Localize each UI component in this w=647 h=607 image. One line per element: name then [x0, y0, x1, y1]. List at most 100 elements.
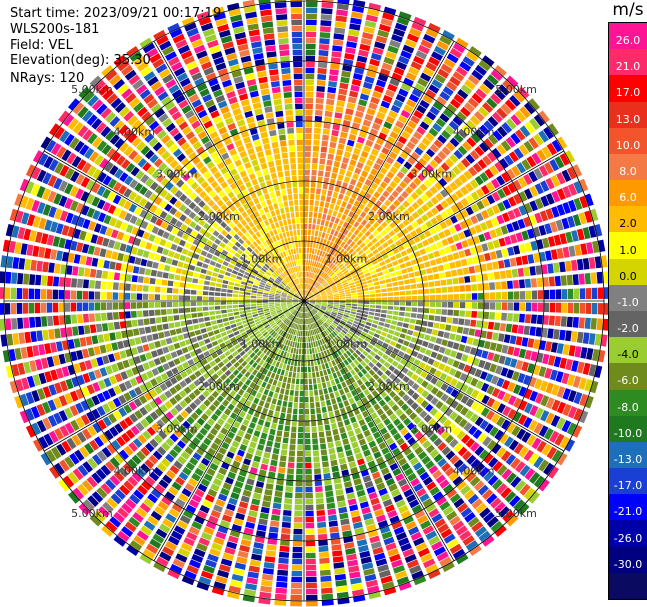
velocity-gate: [118, 394, 127, 405]
velocity-gate: [38, 436, 49, 449]
velocity-gate: [533, 475, 545, 488]
velocity-gate: [350, 362, 356, 369]
velocity-gate: [455, 352, 463, 360]
velocity-gate: [154, 386, 163, 395]
velocity-gate: [456, 430, 466, 440]
velocity-gate: [315, 341, 319, 347]
velocity-gate: [379, 237, 386, 244]
velocity-gate: [556, 204, 566, 216]
velocity-gate: [364, 380, 371, 388]
velocity-gate: [476, 392, 485, 402]
velocity-gate: [130, 302, 137, 309]
velocity-gate: [439, 556, 452, 567]
velocity-gate: [363, 328, 369, 333]
velocity-gate: [442, 483, 454, 494]
velocity-gate: [314, 306, 320, 309]
velocity-gate: [350, 287, 357, 291]
velocity-gate: [165, 469, 176, 480]
velocity-gate: [322, 331, 327, 337]
velocity-gate: [406, 370, 414, 378]
velocity-gate: [274, 333, 280, 340]
velocity-gate: [331, 465, 339, 473]
velocity-gate: [461, 467, 473, 478]
velocity-gate: [432, 101, 444, 111]
velocity-gate: [178, 295, 185, 301]
velocity-gate: [340, 241, 346, 248]
velocity-gate: [466, 454, 477, 465]
velocity-gate: [222, 482, 232, 491]
velocity-gate: [48, 262, 55, 273]
velocity-gate: [477, 311, 484, 319]
velocity-gate: [324, 375, 330, 382]
velocity-gate: [272, 417, 279, 424]
velocity-gate: [475, 188, 485, 198]
velocity-gate: [458, 318, 465, 326]
velocity-gate: [275, 386, 281, 393]
velocity-gate: [438, 248, 446, 256]
velocity-gate: [366, 318, 373, 323]
velocity-gate: [293, 310, 297, 315]
velocity-gate: [11, 272, 18, 284]
velocity-gate: [326, 502, 336, 510]
velocity-gate: [437, 442, 447, 452]
velocity-gate: [348, 133, 357, 141]
velocity-gate: [447, 286, 454, 293]
velocity-gate: [379, 335, 386, 341]
velocity-gate: [269, 465, 277, 473]
velocity-gate: [549, 302, 556, 313]
velocity-gate: [550, 249, 558, 260]
velocity-gate: [110, 493, 122, 505]
velocity-gate: [332, 275, 338, 280]
velocity-gate: [52, 289, 59, 300]
velocity-gate: [368, 286, 375, 291]
velocity-gate: [345, 293, 352, 297]
velocity-gate: [318, 170, 324, 177]
velocity-gate: [343, 236, 350, 243]
velocity-gate: [561, 302, 568, 313]
velocity-gate: [336, 335, 342, 341]
velocity-gate: [314, 230, 319, 237]
velocity-gate: [32, 439, 44, 452]
velocity-gate: [112, 282, 119, 290]
velocity-gate: [460, 485, 471, 496]
velocity-gate: [268, 358, 274, 365]
velocity-gate: [297, 360, 301, 367]
velocity-gate: [266, 544, 277, 551]
velocity-gate: [170, 243, 178, 251]
velocity-gate: [353, 221, 360, 228]
velocity-gate: [144, 392, 153, 401]
velocity-gate: [328, 514, 338, 521]
velocity-gate: [317, 383, 322, 390]
velocity-gate: [336, 225, 342, 232]
velocity-gate: [455, 403, 464, 413]
velocity-gate: [366, 279, 373, 284]
velocity-gate: [323, 245, 328, 252]
velocity-gate: [462, 535, 475, 546]
velocity-gate: [354, 331, 361, 337]
velocity-gate: [450, 378, 458, 387]
velocity-gate: [127, 329, 134, 338]
velocity-gate: [162, 474, 173, 484]
velocity-gate: [328, 75, 338, 82]
velocity-gate: [260, 337, 266, 343]
velocity-gate: [310, 242, 313, 248]
velocity-gate: [306, 336, 308, 343]
velocity-gate: [175, 553, 188, 563]
velocity-gate: [340, 257, 346, 263]
velocity-gate: [346, 255, 353, 261]
velocity-gate: [154, 407, 164, 417]
velocity-gate: [354, 427, 362, 435]
velocity-gate: [203, 437, 212, 446]
velocity-gate: [298, 408, 304, 415]
velocity-gate: [304, 301, 306, 307]
velocity-gate: [304, 205, 309, 212]
velocity-gate: [136, 284, 143, 292]
velocity-gate: [273, 325, 279, 331]
velocity-gate: [304, 408, 310, 415]
velocity-gate: [216, 395, 224, 403]
velocity-gate: [351, 250, 357, 257]
velocity-gate: [125, 498, 137, 510]
velocity-gate: [274, 298, 281, 300]
velocity-gate: [499, 323, 507, 332]
velocity-gate: [54, 462, 65, 476]
